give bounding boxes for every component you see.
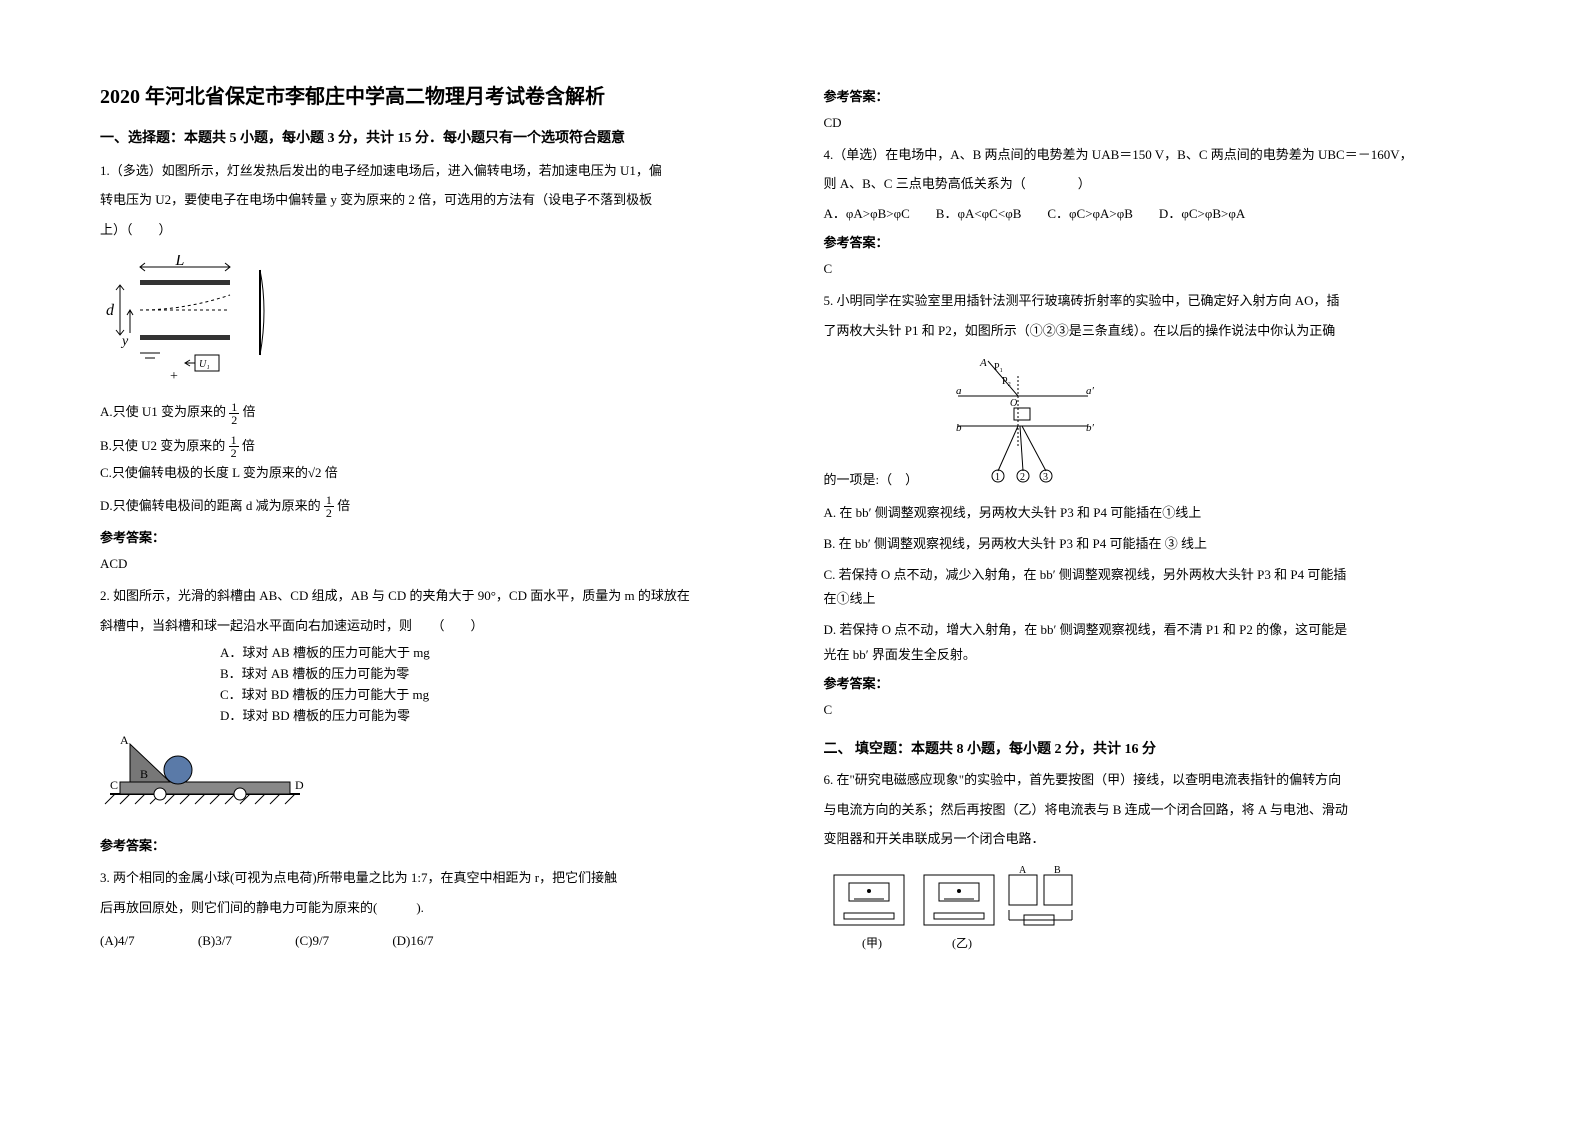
q3-stem-line2: 后再放回原处，则它们间的静电力可能为原来的( ). (100, 896, 764, 919)
svg-text:A: A (1019, 865, 1027, 876)
left-column: 2020 年河北省保定市李郁庄中学高二物理月考试卷含解析 一、选择题：本题共 5… (100, 80, 764, 1082)
q1-optD-pre: D.只使偏转电极间的距离 d 减为原来的 (100, 498, 321, 513)
q1-option-b: B.只使 U2 变为原来的 12 倍 (100, 434, 764, 460)
q3-option-d: (D)16/7 (392, 933, 433, 949)
q1-stem-line1: 1.（多选）如图所示，灯丝发热后发出的电子经加速电场后，进入偏转电场，若加速电压… (100, 159, 764, 182)
svg-text:C: C (110, 778, 118, 792)
q5-option-d1: D. 若保持 O 点不动，增大入射角，在 bb′ 侧调整观察视线，看不清 P1 … (824, 618, 1488, 643)
q1-optC-post: 倍 (322, 465, 338, 480)
q6-stem-line1: 6. 在"研究电磁感应现象"的实验中，首先要按图（甲）接线，以查明电流表指针的偏… (824, 768, 1488, 791)
svg-text:A: A (979, 357, 987, 369)
q6-figure: (甲) (乙) A B (824, 865, 1488, 970)
q5-answer-label: 参考答案： (824, 673, 1488, 692)
svg-text:a: a (956, 385, 962, 397)
q1-stem-line2: 转电压为 U2，要使电子在电场中偏转量 y 变为原来的 2 倍，可选用的方法有（… (100, 188, 764, 211)
q1-stem-line3: 上）（ ） (100, 218, 764, 241)
q3-option-b: (B)3/7 (198, 933, 232, 949)
q1-option-d: D.只使偏转电极间的距离 d 减为原来的 12 倍 (100, 494, 764, 520)
q5-option-c1: C. 若保持 O 点不动，减少入射角，在 bb′ 侧调整观察视线，另外两枚大头针… (824, 563, 1488, 588)
q5-stem-line1: 5. 小明同学在实验室里用插针法测平行玻璃砖折射率的实验中，已确定好入射方向 A… (824, 289, 1488, 312)
q1-optA-post: 倍 (243, 404, 256, 419)
q1-option-a: A.只使 U1 变为原来的 12 倍 (100, 400, 764, 426)
svg-text:d: d (106, 302, 115, 319)
svg-text:a′: a′ (1086, 385, 1095, 397)
q3-option-c: (C)9/7 (295, 933, 329, 949)
q1-optB-pre: B.只使 U2 变为原来的 (100, 438, 225, 453)
q6-stem-line2: 与电流方向的关系；然后再按图（乙）将电流表与 B 连成一个闭合回路，将 A 与电… (824, 798, 1488, 821)
svg-text:B: B (140, 767, 148, 781)
fraction-icon: 12 (229, 401, 239, 426)
right-column: 参考答案： CD 4.（单选）在电场中，A、B 两点间的电势差为 UAB＝150… (824, 80, 1488, 1082)
svg-text:y: y (120, 334, 129, 349)
q1-optB-post: 倍 (242, 438, 255, 453)
q4-answer: C (824, 261, 1488, 277)
q1-answer-label: 参考答案： (100, 527, 764, 546)
svg-text:B: B (1054, 865, 1061, 876)
fraction-icon: 12 (324, 494, 334, 519)
q2-stem-line2: 斜槽中，当斜槽和球一起沿水平面向右加速运动时，则 （ ） (100, 614, 764, 637)
q1-figure: L d y U₁ (100, 255, 764, 390)
q3-option-a: (A)4/7 (100, 933, 135, 949)
q3-answer-label: 参考答案： (824, 86, 1488, 105)
svg-text:b: b (956, 422, 962, 434)
svg-text:2: 2 (1020, 472, 1025, 483)
q1-optD-post: 倍 (337, 498, 350, 513)
svg-text:U₁: U₁ (199, 359, 210, 370)
q5-option-d2: 光在 bb′ 界面发生全反射。 (824, 643, 1488, 668)
svg-text:P₁: P₁ (994, 362, 1003, 373)
q2-stem-line1: 2. 如图所示，光滑的斜槽由 AB、CD 组成，AB 与 CD 的夹角大于 90… (100, 584, 764, 607)
q2-option-c: C．球对 BD 槽板的压力可能大于 mg (220, 685, 764, 706)
section1-header: 一、选择题：本题共 5 小题，每小题 3 分，共计 15 分．每小题只有一个选项… (100, 127, 764, 147)
q5-option-a: A. 在 bb′ 侧调整观察视线，另两枚大头针 P3 和 P4 可能插在①线上 (824, 501, 1488, 526)
q2-option-d: D．球对 BD 槽板的压力可能为零 (220, 706, 764, 727)
svg-text:b′: b′ (1086, 422, 1095, 434)
sqrt-icon: √2 (308, 465, 322, 480)
q5-stem-line3: 的一项是:（ ） (824, 468, 919, 491)
q2-option-a: A．球对 AB 槽板的压力可能大于 mg (220, 643, 764, 664)
section2-header: 二、 填空题：本题共 8 小题，每小题 2 分，共计 16 分 (824, 738, 1488, 758)
q5-stem-line2: 了两枚大头针 P1 和 P2，如图所示（①②③是三条直线）。在以后的操作说法中你… (824, 319, 1488, 342)
q5-option-b: B. 在 bb′ 侧调整观察视线，另两枚大头针 P3 和 P4 可能插在 ③ 线… (824, 532, 1488, 557)
q3-answer: CD (824, 115, 1488, 131)
q2-option-b: B．球对 AB 槽板的压力可能为零 (220, 664, 764, 685)
q2-figure: A B C D (100, 734, 764, 819)
q6-stem-line3: 变阻器和开关串联成另一个闭合电路． (824, 827, 1488, 850)
svg-text:(甲): (甲) (862, 936, 882, 950)
svg-text:L: L (175, 255, 185, 269)
q5-option-c2: 在①线上 (824, 587, 1488, 612)
svg-text:(乙): (乙) (952, 936, 972, 950)
svg-text:+: + (170, 369, 178, 384)
document-title: 2020 年河北省保定市李郁庄中学高二物理月考试卷含解析 (100, 80, 764, 109)
q4-stem-line2: 则 A、B、C 三点电势高低关系为（ ） (824, 172, 1488, 195)
fraction-icon: 12 (229, 434, 239, 459)
q3-options-row: (A)4/7 (B)3/7 (C)9/7 (D)16/7 (100, 933, 764, 949)
q5-figure: A P₁ P₂ O a a′ b b′ 1 (938, 356, 1108, 491)
q4-options: A．φA>φB>φC B．φA<φC<φB C．φC>φA>φB D．φC>φB… (824, 202, 1488, 227)
svg-text:3: 3 (1043, 472, 1048, 483)
q3-stem-line1: 3. 两个相同的金属小球(可视为点电荷)所带电量之比为 1:7，在真空中相距为 … (100, 866, 764, 889)
q1-optC-pre: C.只使偏转电极的长度 L 变为原来的 (100, 465, 308, 480)
svg-text:1: 1 (995, 472, 1000, 483)
svg-text:D: D (295, 778, 304, 792)
q2-answer-label: 参考答案： (100, 835, 764, 854)
q1-answer: ACD (100, 556, 764, 572)
q1-option-c: C.只使偏转电极的长度 L 变为原来的√2 倍 (100, 461, 764, 486)
q1-optA-pre: A.只使 U1 变为原来的 (100, 404, 226, 419)
q4-answer-label: 参考答案： (824, 232, 1488, 251)
svg-text:O: O (1010, 398, 1017, 409)
q4-stem-line1: 4.（单选）在电场中，A、B 两点间的电势差为 UAB＝150 V，B、C 两点… (824, 143, 1488, 166)
q5-answer: C (824, 702, 1488, 718)
svg-text:A: A (120, 734, 129, 747)
svg-text:P₂: P₂ (1002, 376, 1011, 387)
